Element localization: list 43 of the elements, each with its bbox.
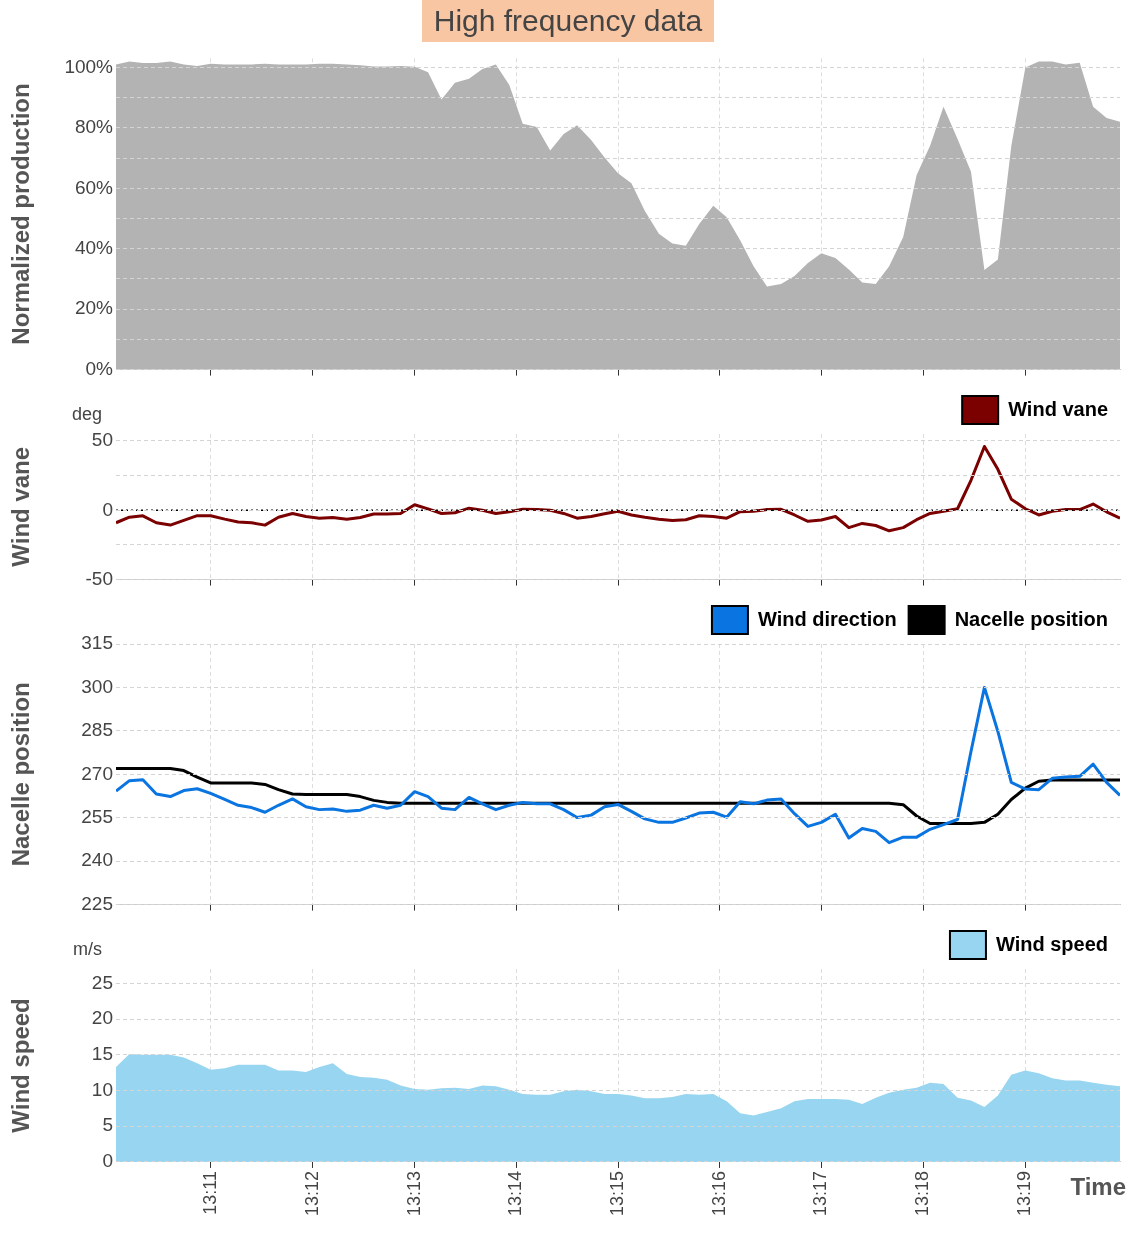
y-tick-label: 225 (81, 892, 113, 914)
x-tick-label: 13:15 (606, 1170, 627, 1216)
y-axis-title: Normalized production (7, 83, 35, 345)
y-tick-label: 20 (91, 1007, 113, 1029)
legend-label: Wind direction (757, 607, 897, 630)
legend-label: Wind vane (1008, 397, 1109, 420)
y-tick-label: 80% (74, 116, 114, 138)
y-tick-label: 0 (102, 498, 113, 520)
x-tick-label: 13:19 (1014, 1170, 1035, 1216)
chart-title: High frequency data (421, 0, 715, 42)
y-tick-label: 300 (81, 675, 113, 697)
y-tick-label: 0% (85, 357, 114, 379)
y-tick-label: 255 (81, 805, 113, 827)
y-tick-label: 0 (102, 1150, 113, 1172)
y-axis-title: Nacelle position (7, 682, 35, 867)
y-axis-title: Wind vane (7, 446, 35, 567)
y-tick-label: 315 (81, 632, 113, 654)
y-tick-label: 25 (91, 971, 113, 993)
y-tick-label: 285 (81, 719, 113, 741)
y-tick-label: 40% (74, 236, 114, 258)
y-tick-label: 20% (74, 297, 114, 319)
text: deg (71, 403, 102, 424)
legend-label: Nacelle position (954, 607, 1109, 630)
x-axis-title: Time (1070, 1172, 1126, 1200)
x-tick-label: 13:14 (504, 1170, 525, 1216)
y-tick-label: 15 (91, 1042, 113, 1064)
text: m/s (73, 938, 102, 959)
legend-label: Wind speed (995, 932, 1109, 955)
y-tick-label: 100% (64, 55, 114, 77)
y-tick-label: 240 (81, 849, 113, 871)
y-tick-label: -50 (85, 567, 113, 589)
y-tick-label: 50 (91, 429, 113, 451)
x-tick-label: 13:12 (301, 1170, 322, 1216)
y-tick-label: 60% (74, 176, 114, 198)
x-tick-label: 13:17 (810, 1170, 831, 1216)
x-tick-label: 13:13 (403, 1170, 424, 1216)
y-tick-label: 270 (81, 762, 113, 784)
y-axis-title: Wind speed (7, 998, 35, 1133)
y-tick-label: 10 (91, 1078, 113, 1100)
x-tick-label: 13:18 (912, 1170, 933, 1216)
y-tick-label: 5 (102, 1114, 113, 1136)
x-tick-label: 13:16 (708, 1170, 729, 1216)
x-tick-label: 13:11 (199, 1170, 220, 1215)
